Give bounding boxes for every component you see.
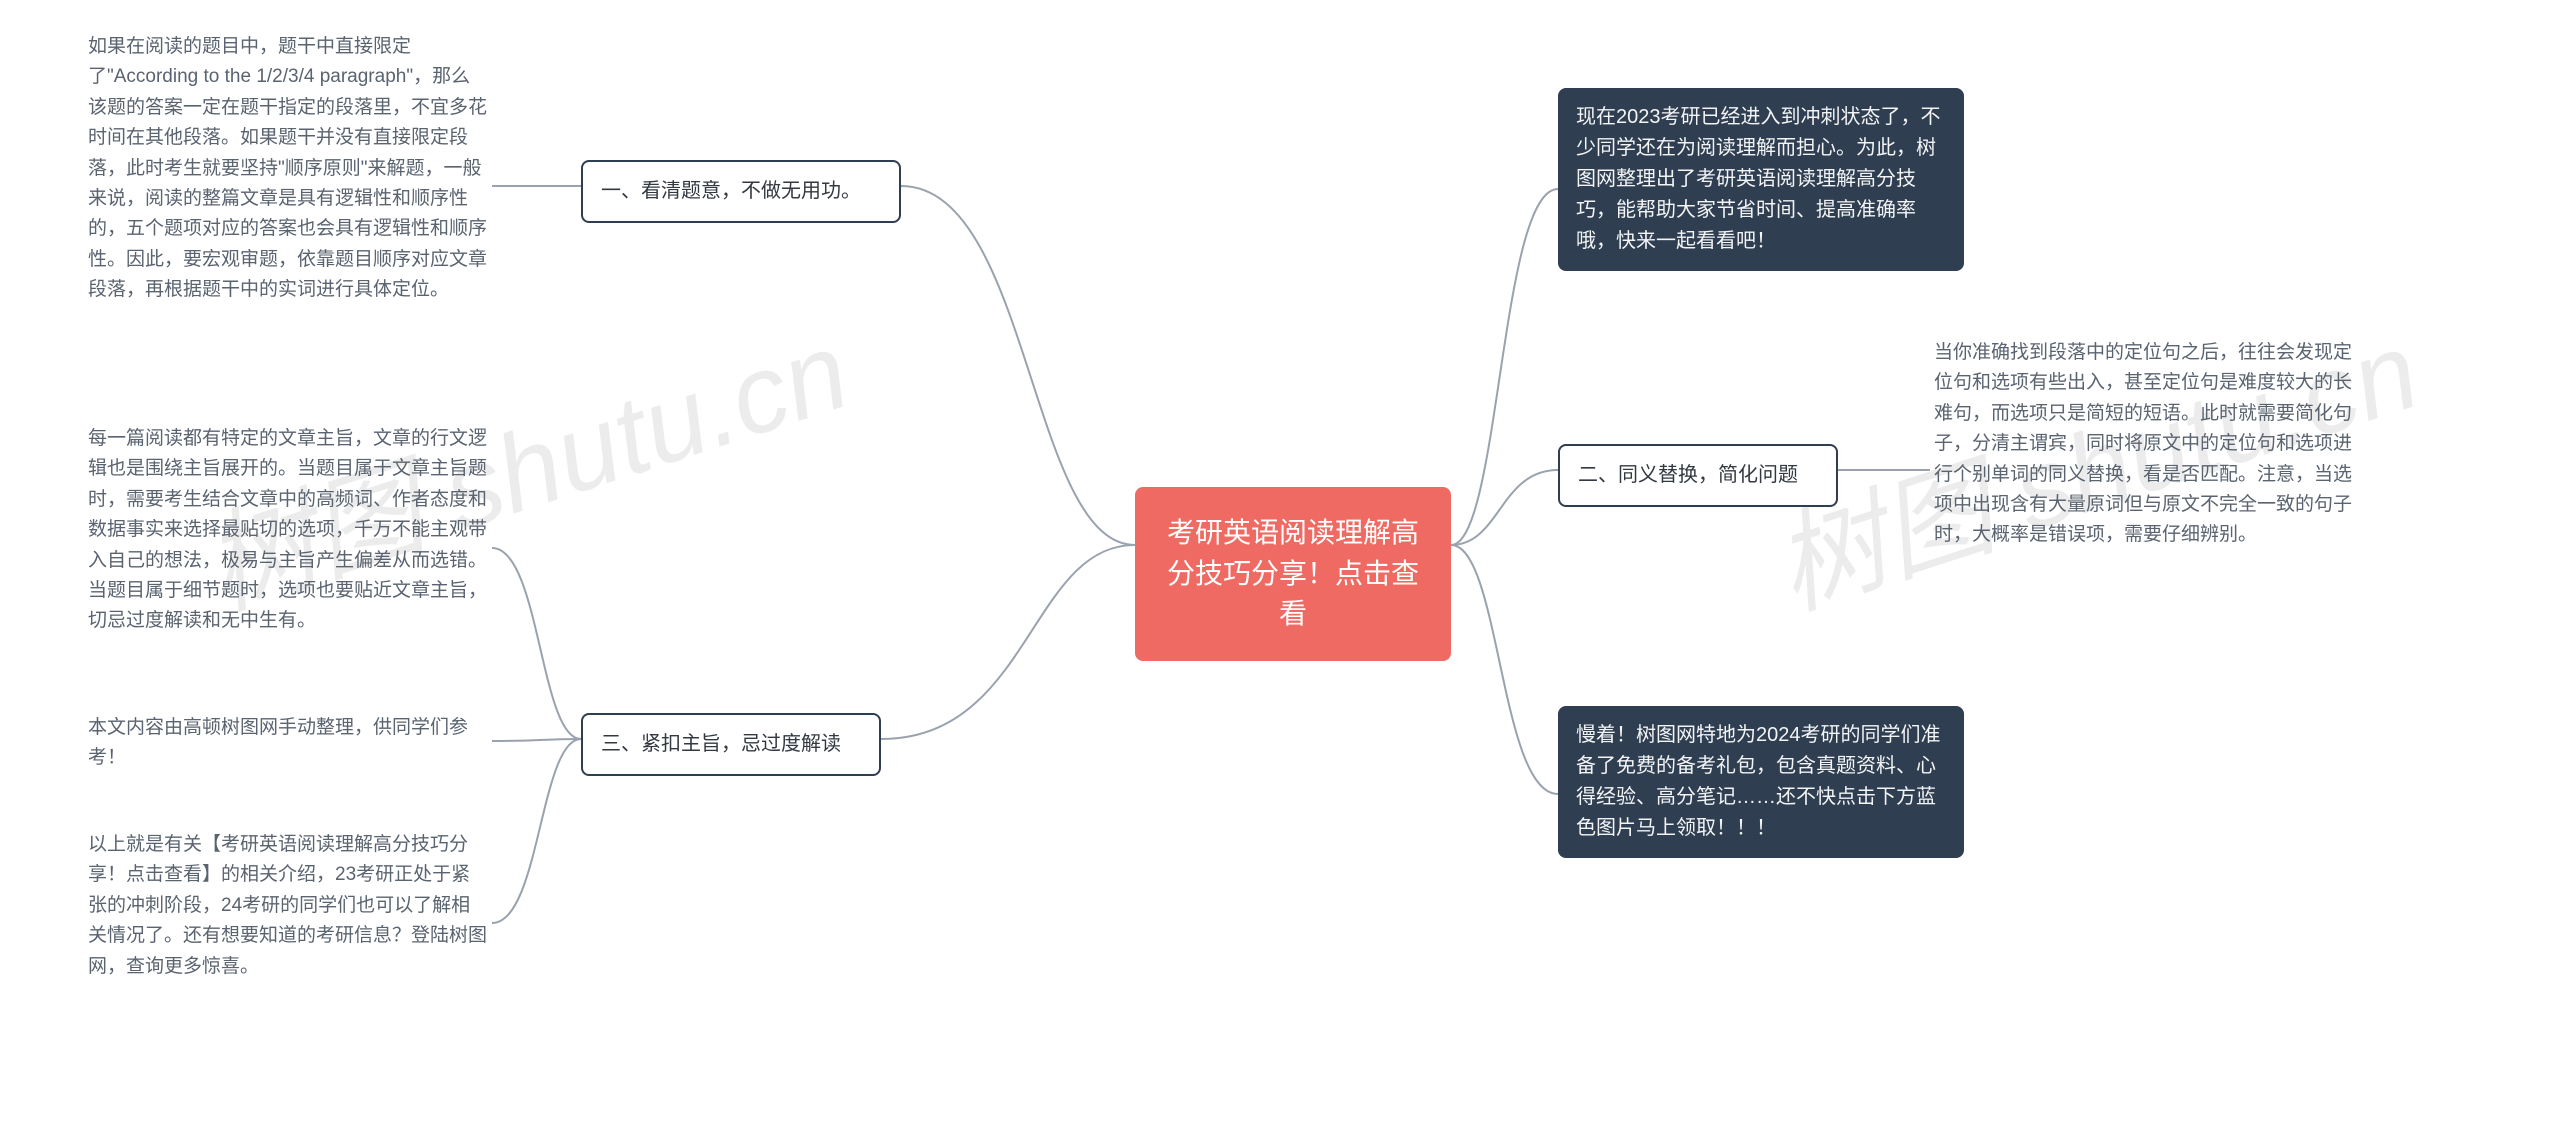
root-node: 考研英语阅读理解高分技巧分享！点击查看: [1135, 487, 1451, 661]
right-outro: 慢着！树图网特地为2024考研的同学们准备了免费的备考礼包，包含真题资料、心得经…: [1558, 706, 1964, 858]
branch-3-detail-1: 每一篇阅读都有特定的文章主旨，文章的行文逻辑也是围绕主旨展开的。当题目属于文章主…: [84, 424, 492, 637]
branch-3: 三、紧扣主旨，忌过度解读: [581, 713, 881, 776]
branch-1: 一、看清题意，不做无用功。: [581, 160, 901, 223]
branch-3-detail-2: 本文内容由高顿树图网手动整理，供同学们参考！: [84, 713, 492, 774]
branch-2-detail: 当你准确找到段落中的定位句之后，往往会发现定位句和选项有些出入，甚至定位句是难度…: [1930, 338, 2362, 551]
right-intro: 现在2023考研已经进入到冲刺状态了，不少同学还在为阅读理解而担心。为此，树图网…: [1558, 88, 1964, 271]
branch-2: 二、同义替换，简化问题: [1558, 444, 1838, 507]
branch-1-detail: 如果在阅读的题目中，题干中直接限定了"According to the 1/2/…: [84, 32, 492, 306]
branch-3-detail-3: 以上就是有关【考研英语阅读理解高分技巧分享！点击查看】的相关介绍，23考研正处于…: [84, 830, 492, 982]
